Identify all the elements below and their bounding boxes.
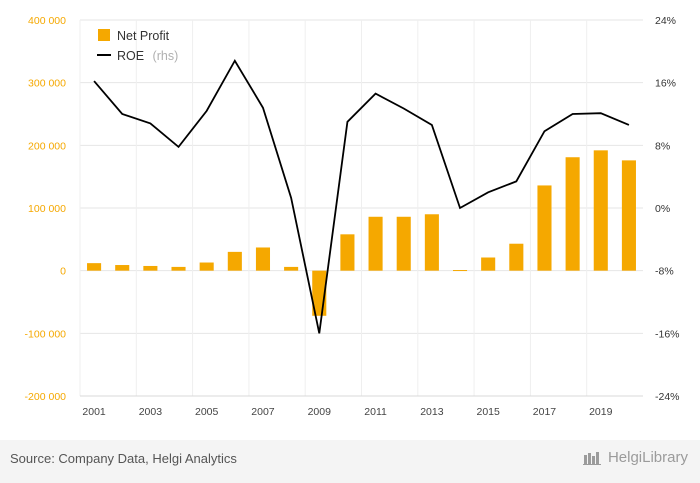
brand-name: HelgiLibrary [607, 449, 688, 466]
y-left-tick-label: 400 000 [28, 15, 66, 27]
net-profit-bar [199, 262, 214, 271]
x-tick-label: 2017 [533, 406, 557, 418]
net-profit-bar [143, 265, 158, 271]
y-left-tick-label: 300 000 [28, 78, 66, 90]
legend: Net Profit ROE (rhs) [97, 29, 178, 64]
library-icon [582, 451, 601, 465]
net-profit-bar [227, 251, 242, 271]
net-profit-bar [340, 234, 355, 271]
x-tick-label: 2013 [420, 406, 444, 418]
legend-label-net-profit: Net Profit [117, 29, 170, 43]
y-right-tick-label: -24% [655, 391, 680, 403]
y-left-tick-label: -100 000 [25, 328, 67, 340]
axis-ticks: -200 000 -100 000 0 100 000 200 000 300 000 40… [25, 15, 680, 418]
roe-line [93, 58, 630, 334]
net-profit-bar [452, 270, 468, 272]
roe-line-series [93, 58, 630, 334]
net-profit-bars [87, 150, 636, 316]
legend-label-roe: ROE (rhs) [117, 47, 178, 64]
net-profit-bar [396, 216, 411, 271]
x-tick-label: 2001 [82, 406, 106, 418]
y-left-tick-label: 100 000 [28, 203, 66, 215]
legend-swatch-net-profit [98, 29, 110, 41]
x-tick-label: 2005 [195, 406, 219, 418]
y-right-tick-label: 8% [655, 140, 670, 152]
net-profit-bar [87, 263, 102, 271]
y-left-tick-label: 0 [60, 266, 66, 278]
legend-roe-note: (rhs) [153, 49, 179, 63]
net-profit-bar [368, 216, 383, 271]
y-right-tick-label: 0% [655, 203, 670, 215]
net-profit-bar [621, 160, 636, 271]
combo-chart: -200 000 -100 000 0 100 000 200 000 300 000 40… [25, 15, 680, 418]
net-profit-bar [565, 157, 580, 271]
x-tick-label: 2007 [251, 406, 275, 418]
x-tick-label: 2003 [139, 406, 163, 418]
x-tick-label: 2019 [589, 406, 613, 418]
legend-roe-name: ROE [117, 49, 144, 63]
y-left-tick-label: 200 000 [28, 140, 66, 152]
net-profit-bar [593, 150, 608, 271]
x-tick-label: 2011 [364, 406, 387, 418]
net-profit-bar [255, 247, 271, 271]
y-right-tick-label: 24% [655, 15, 676, 27]
x-tick-label: 2015 [476, 406, 500, 418]
net-profit-bar [424, 214, 439, 271]
net-profit-bar [284, 266, 299, 271]
x-tick-label: 2009 [308, 406, 332, 418]
net-profit-bar [537, 185, 552, 271]
net-profit-bar [171, 266, 186, 271]
brand-logo: HelgiLibrary [582, 449, 688, 466]
gridlines [79, 19, 643, 397]
source-text: Source: Company Data, Helgi Analytics [10, 451, 237, 466]
footer: Source: Company Data, Helgi Analytics He… [0, 440, 700, 483]
net-profit-bar [115, 265, 130, 271]
y-right-tick-label: -16% [655, 328, 680, 340]
net-profit-bar [481, 257, 496, 271]
y-right-tick-label: -8% [655, 266, 674, 278]
y-left-tick-label: -200 000 [25, 391, 67, 403]
net-profit-bar [509, 243, 524, 271]
y-right-tick-label: 16% [655, 78, 676, 90]
